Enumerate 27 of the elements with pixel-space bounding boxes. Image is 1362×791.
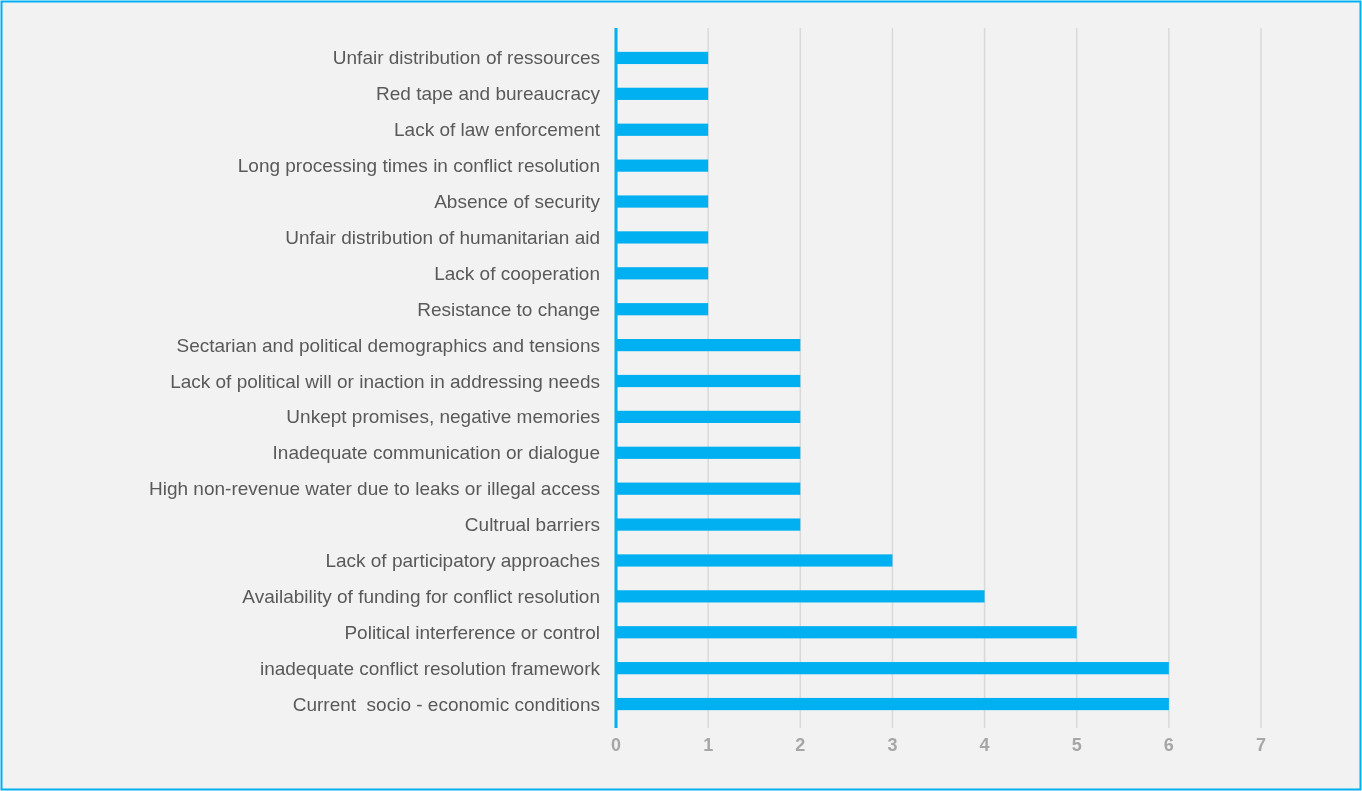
- x-tick-label: 6: [1163, 735, 1174, 755]
- y-tick-label: Current socio - economic conditions: [292, 693, 600, 715]
- x-tick-label: 4: [979, 735, 990, 755]
- x-tick-label: 0: [610, 735, 622, 755]
- y-tick-label: Cultrual barriers: [464, 514, 600, 536]
- y-tick-label: Lack of participatory approaches: [325, 549, 600, 571]
- y-tick-label: Lack of political will or inaction in addressing needs: [170, 370, 600, 392]
- x-tick-label: 3: [887, 735, 898, 755]
- y-tick-label: High non-revenue water due to leaks or illegal access: [149, 478, 600, 500]
- x-tick-label: 2: [795, 735, 806, 755]
- y-tick-label: Inadequate communication or dialogue: [272, 442, 600, 464]
- y-tick-label: Lack of cooperation: [434, 262, 600, 284]
- y-tick-label: Availability of funding for conflict resolution: [242, 585, 600, 607]
- y-tick-label: Sectarian and political demographics and tensions: [176, 334, 600, 356]
- y-tick-label: Absence of security: [434, 191, 601, 213]
- x-tick-label: 7: [1255, 735, 1267, 755]
- y-tick-label: Red tape and bureaucracy: [376, 83, 601, 105]
- y-tick-label: Unkept promises, negative memories: [286, 406, 600, 428]
- x-tick-label: 1: [703, 735, 714, 755]
- y-tick-label: Lack of law enforcement: [394, 119, 601, 141]
- y-tick-label: Political interference or control: [344, 621, 600, 643]
- y-tick-label: Unfair distribution of ressources: [332, 47, 600, 69]
- y-tick-label: Unfair distribution of humanitarian aid: [285, 226, 600, 248]
- y-tick-label: Resistance to change: [417, 298, 600, 320]
- y-tick-label: Long processing times in conflict resolution: [237, 155, 600, 177]
- y-tick-label: inadequate conflict resolution framework: [259, 657, 601, 679]
- x-tick-label: 5: [1071, 735, 1082, 755]
